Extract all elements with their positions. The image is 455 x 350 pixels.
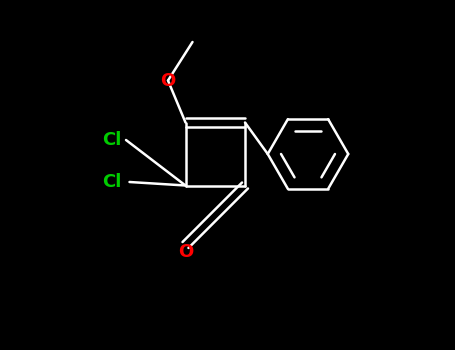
- Text: O: O: [160, 71, 176, 90]
- Text: Cl: Cl: [102, 173, 121, 191]
- Text: O: O: [178, 243, 193, 261]
- Text: Cl: Cl: [102, 131, 121, 149]
